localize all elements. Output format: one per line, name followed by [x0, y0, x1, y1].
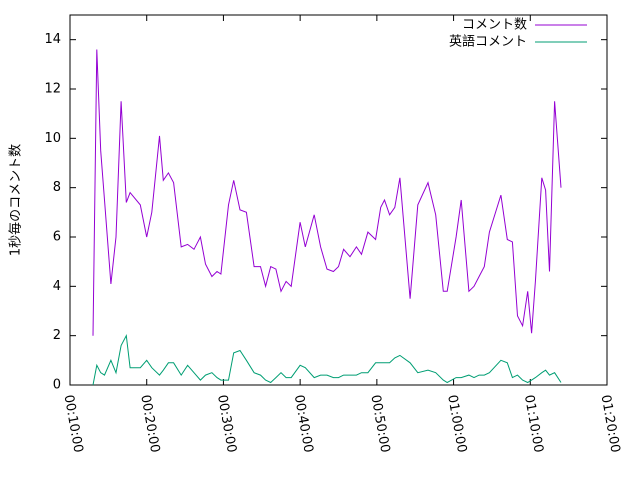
y-axis-label: 1秒毎のコメント数: [8, 144, 24, 256]
x-tick-label: 01:00:00: [444, 394, 469, 454]
series-line: [92, 334, 562, 386]
legend-label: コメント数: [462, 18, 527, 33]
y-tick-label: 0: [53, 378, 61, 393]
x-tick-label: 00:30:00: [214, 394, 239, 454]
x-tick-label: 00:50:00: [367, 394, 392, 454]
x-tick-label: 00:10:00: [61, 394, 86, 454]
y-tick-label: 4: [53, 279, 61, 294]
series-line: [92, 49, 562, 336]
y-tick-label: 12: [44, 82, 61, 97]
x-tick-label: 00:20:00: [137, 394, 162, 454]
plot-frame: [69, 14, 608, 386]
x-tick-label: 01:20:00: [598, 394, 623, 454]
x-tick-label: 00:40:00: [291, 394, 316, 454]
x-tick-label: 01:10:00: [521, 394, 546, 454]
y-tick-label: 14: [44, 32, 61, 47]
y-tick-label: 6: [53, 230, 61, 245]
legend-label: 英語コメント: [449, 34, 527, 50]
y-tick-label: 10: [44, 131, 61, 146]
y-tick-label: 2: [53, 328, 61, 343]
y-tick-label: 8: [53, 180, 61, 195]
